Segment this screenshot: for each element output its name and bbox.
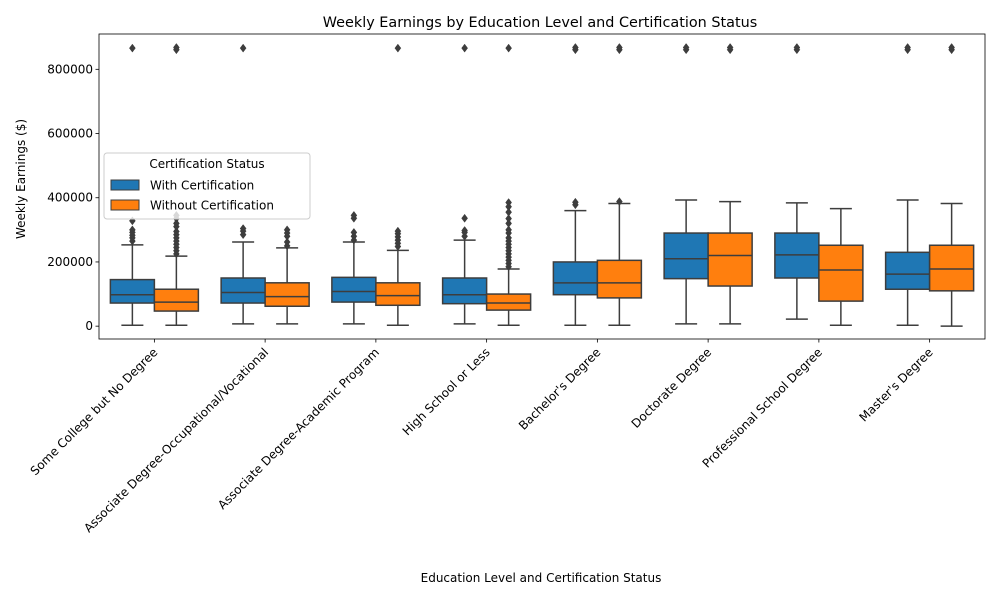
x-tick-label-associate-degree-occupational-vocational: Associate Degree-Occupational/Vocational — [81, 345, 271, 535]
outlier-point — [461, 213, 468, 223]
box-group-some-college-but-no-degree-without-certification — [153, 43, 200, 326]
y-tick-label: 400000 — [47, 191, 93, 205]
box-group-bachelor-s-degree-without-certification — [596, 43, 643, 326]
x-tick-label-master-s-degree: Master's Degree — [857, 345, 936, 424]
box-without-certification — [818, 244, 864, 302]
outlier-point — [505, 198, 512, 207]
outlier-point — [505, 214, 512, 224]
outlier-point — [239, 224, 247, 233]
outlier-point — [129, 225, 136, 235]
outlier-point — [239, 43, 247, 53]
box-group-associate-degree-academic-program-with-certification — [331, 210, 377, 325]
y-tick-label: 600000 — [47, 127, 93, 141]
x-tick-label-high-school-or-less: High School or Less — [400, 345, 493, 438]
outlier-point — [505, 207, 512, 217]
outlier-point — [173, 227, 180, 236]
outlier-point — [505, 43, 512, 53]
outlier-point — [616, 197, 623, 207]
box-with-certification — [663, 232, 709, 280]
outlier-point — [904, 43, 911, 52]
box-group-doctorate-degree-without-certification — [707, 43, 753, 325]
box-without-certification — [375, 282, 421, 307]
box-group-high-school-or-less-without-certification — [485, 43, 532, 326]
plot-frame — [98, 33, 986, 340]
box-without-certification — [485, 293, 532, 311]
box-group-doctorate-degree-with-certification — [663, 43, 709, 325]
box-with-certification — [109, 278, 156, 304]
box-group-professional-school-degree-without-certification — [818, 207, 864, 326]
outlier-point — [793, 43, 801, 52]
outlier-point — [173, 43, 180, 52]
outlier-point — [283, 225, 291, 235]
outlier-point — [505, 233, 512, 243]
outlier-point — [129, 43, 136, 53]
x-tick-label-bachelor-s-degree: Bachelor's Degree — [516, 345, 604, 433]
y-axis: 0 200000 400000 600000 800000 — [47, 62, 99, 333]
outlier-point — [948, 43, 955, 52]
y-tick-label: 0 — [85, 319, 93, 333]
x-tick-label-some-college-but-no-degree: Some College but No Degree — [28, 345, 161, 478]
box-without-certification — [153, 288, 200, 312]
outlier-point — [726, 43, 734, 52]
box-with-certification — [331, 276, 377, 303]
x-tick-label-professional-school-degree: Professional School Degree — [700, 345, 825, 470]
outlier-point — [505, 219, 512, 228]
plot-area — [109, 43, 975, 327]
box-group-master-s-degree-with-certification — [884, 43, 931, 326]
box-group-associate-degree-occupational-vocational-without-certification — [264, 225, 310, 325]
outlier-point — [394, 226, 402, 236]
legend-label-with-certification: With Certification — [150, 179, 254, 193]
outlier-point — [505, 225, 512, 235]
box-without-certification — [596, 259, 643, 299]
box-group-master-s-degree-without-certification — [928, 43, 975, 327]
chart-title: Weekly Earnings by Education Level and C… — [323, 15, 757, 31]
legend: Certification Status With Certification … — [103, 152, 311, 220]
box-without-certification — [928, 244, 975, 292]
legend-frame — [103, 152, 311, 220]
box-group-bachelor-s-degree-with-certification — [552, 43, 599, 326]
box-with-certification — [552, 261, 599, 296]
outlier-point — [394, 43, 402, 53]
outlier-point — [572, 43, 579, 52]
x-axis-label: Education Level and Certification Status — [421, 571, 662, 585]
box-group-some-college-but-no-degree-with-certification — [109, 43, 156, 326]
outlier-point — [572, 197, 579, 207]
legend-swatch-without-certification — [110, 199, 140, 211]
outlier-point — [682, 43, 690, 52]
legend-label-without-certification: Without Certification — [150, 199, 274, 213]
outlier-point — [616, 43, 623, 52]
x-tick-label-doctorate-degree: Doctorate Degree — [629, 345, 715, 431]
outlier-point — [350, 227, 358, 237]
outlier-point — [173, 219, 180, 228]
legend-title: Certification Status — [149, 157, 264, 171]
y-tick-label: 800000 — [47, 62, 93, 76]
box-with-certification — [441, 277, 488, 305]
outlier-point — [461, 43, 468, 53]
outlier-point — [283, 237, 291, 247]
box-with-certification — [220, 277, 266, 304]
y-axis-label: Weekly Earnings ($) — [14, 119, 28, 239]
box-group-associate-degree-academic-program-without-certification — [375, 43, 421, 326]
outlier-point — [461, 226, 468, 235]
box-without-certification — [707, 232, 753, 287]
legend-swatch-with-certification — [110, 179, 140, 191]
outlier-point — [350, 210, 358, 220]
box-group-professional-school-degree-with-certification — [774, 43, 820, 320]
box-group-high-school-or-less-with-certification — [441, 43, 488, 325]
box-with-certification — [884, 251, 931, 290]
box-without-certification — [264, 282, 310, 308]
y-tick-label: 200000 — [47, 255, 93, 269]
